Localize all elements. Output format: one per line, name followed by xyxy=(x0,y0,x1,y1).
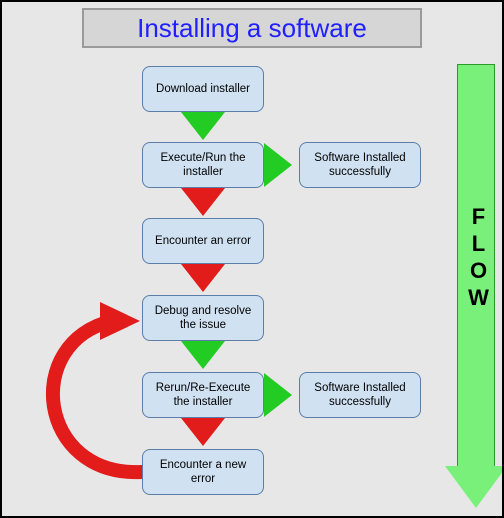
connector-execute-success1 xyxy=(264,143,292,187)
node-label: Download installer xyxy=(156,82,250,96)
node-rerun: Rerun/Re-Execute the installer xyxy=(142,372,264,418)
node-success2: Software Installed successfully xyxy=(299,372,421,418)
node-label: Software Installed successfully xyxy=(304,151,416,180)
node-label: Encounter an error xyxy=(155,234,251,248)
node-error2: Encounter a new error xyxy=(142,449,264,495)
node-error1: Encounter an error xyxy=(142,218,264,264)
node-debug: Debug and resolve the issue xyxy=(142,295,264,341)
node-label: Execute/Run the installer xyxy=(147,151,259,180)
flow-arrow-head xyxy=(445,466,504,508)
node-label: Software Installed successfully xyxy=(304,381,416,410)
connector-execute-error1 xyxy=(181,188,225,216)
title-text: Installing a software xyxy=(137,13,367,44)
node-download: Download installer xyxy=(142,66,264,112)
node-label: Rerun/Re-Execute the installer xyxy=(147,381,259,410)
node-label: Debug and resolve the issue xyxy=(147,304,259,333)
title-box: Installing a software xyxy=(82,8,422,48)
node-execute: Execute/Run the installer xyxy=(142,142,264,188)
node-success1: Software Installed successfully xyxy=(299,142,421,188)
diagram-canvas: Installing a software Download installer E… xyxy=(0,0,504,518)
flow-label: FLOW xyxy=(465,204,491,312)
connector-rerun-success2 xyxy=(264,373,292,417)
connector-download-execute xyxy=(181,112,225,140)
node-label: Encounter a new error xyxy=(147,458,259,487)
